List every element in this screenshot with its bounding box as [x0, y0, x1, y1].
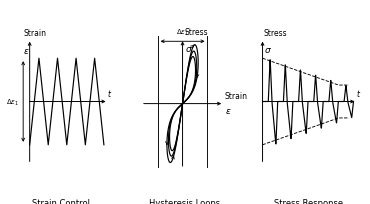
Text: $\Delta\varepsilon_1$: $\Delta\varepsilon_1$	[6, 97, 20, 107]
Text: Strain: Strain	[23, 28, 46, 37]
Text: Strain Control: Strain Control	[32, 198, 90, 204]
Text: $\varepsilon$: $\varepsilon$	[225, 107, 231, 115]
Text: Stress Response: Stress Response	[274, 198, 343, 204]
Text: Stress: Stress	[264, 28, 287, 37]
Text: Hysteresis Loops: Hysteresis Loops	[149, 198, 221, 204]
Text: Stress: Stress	[185, 28, 208, 37]
Text: $\sigma$: $\sigma$	[264, 46, 272, 55]
Text: Strain: Strain	[225, 92, 248, 101]
Text: $\sigma$: $\sigma$	[185, 45, 192, 53]
Text: t: t	[108, 90, 111, 99]
Text: $\varepsilon$: $\varepsilon$	[23, 47, 30, 56]
Text: t: t	[357, 90, 360, 99]
Text: $\Delta\varepsilon_1$: $\Delta\varepsilon_1$	[176, 28, 189, 38]
